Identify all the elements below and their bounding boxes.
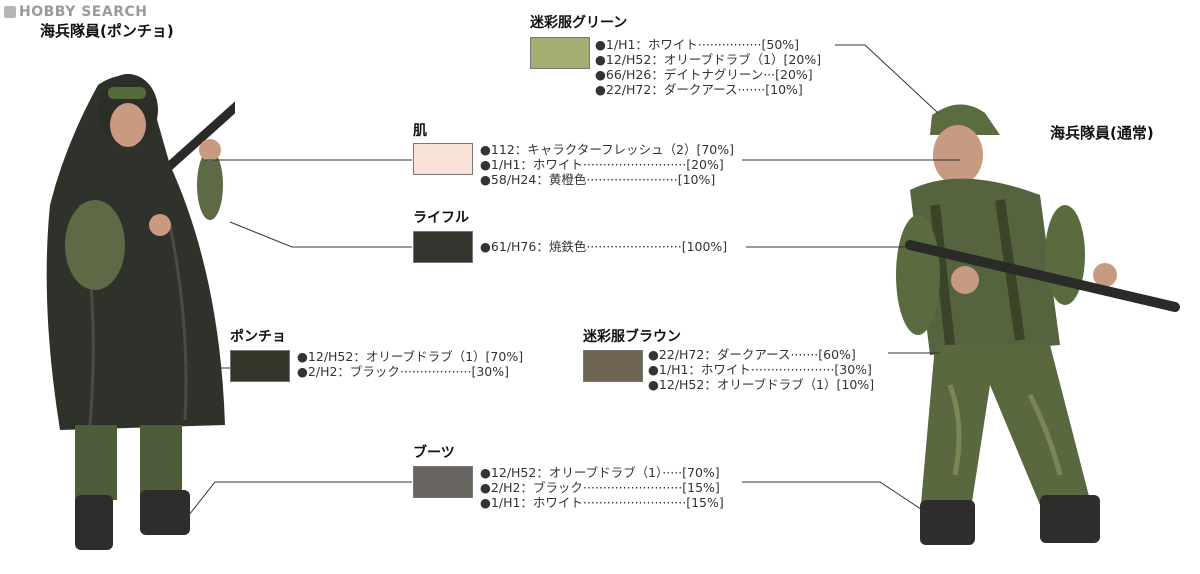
recipe-poncho: ●12/H52：オリーブドラブ（1）[70%] ●2/H2：ブラック······…: [297, 349, 523, 379]
swatch-rifle: [413, 231, 473, 263]
recipe-line: ●2/H2：ブラック··················[30%]: [297, 364, 509, 379]
figure-title-poncho: 海兵隊員(ポンチョ): [40, 22, 174, 40]
recipe-line: ●1/H1：ホワイト··························[20%…: [480, 157, 724, 172]
recipe-line: ●12/H52：オリーブドラブ（1）[70%]: [297, 349, 524, 364]
figure-normal-image: [896, 104, 1180, 545]
recipe-camo-green: ●1/H1：ホワイト················[50%] ●12/H52：…: [595, 37, 821, 97]
recipe-line: ●66/H26：デイトナグリーン···[20%]: [595, 67, 813, 82]
recipe-line: ●61/H76：焼鉄色························[100%…: [480, 239, 728, 254]
group-title-poncho: ポンチョ: [230, 329, 286, 345]
leader-rifle: [229, 221, 412, 248]
recipe-line: ●1/H1：ホワイト················[50%]: [595, 37, 800, 52]
group-title-skin: 肌: [413, 123, 427, 139]
recipe-line: ●2/H2：ブラック·························[15%]: [480, 480, 720, 495]
watermark-text: HOBBY SEARCH: [19, 4, 148, 20]
figure-title-normal: 海兵隊員(通常): [1050, 124, 1154, 142]
recipe-line: ●22/H72：ダークアース·······[60%]: [648, 347, 856, 362]
group-title-camo-green: 迷彩服グリーン: [530, 15, 628, 31]
group-title-rifle: ライフル: [413, 210, 469, 226]
swatch-skin: [413, 143, 473, 175]
recipe-camo-brown: ●22/H72：ダークアース·······[60%] ●1/H1：ホワイト···…: [648, 347, 874, 392]
logo-icon: [4, 6, 16, 18]
watermark-logo: HOBBY SEARCH: [4, 4, 147, 20]
group-title-boots: ブーツ: [413, 445, 455, 461]
swatch-boots: [413, 466, 473, 498]
recipe-skin: ●112：キャラクターフレッシュ（2）[70%] ●1/H1：ホワイト·····…: [480, 142, 734, 187]
figure-poncho-image: [46, 74, 235, 550]
swatch-camo-green: [530, 37, 590, 69]
recipe-line: ●58/H24：黄橙色·······················[10%]: [480, 172, 716, 187]
recipe-boots: ●12/H52：オリーブドラブ（1）·····[70%] ●2/H2：ブラック·…: [480, 465, 724, 510]
recipe-line: ●1/H1：ホワイト·····················[30%]: [648, 362, 872, 377]
swatch-camo-brown: [583, 350, 643, 382]
recipe-line: ●112：キャラクターフレッシュ（2）[70%]: [480, 142, 735, 157]
swatch-poncho: [230, 350, 290, 382]
recipe-rifle: ●61/H76：焼鉄色························[100%…: [480, 239, 727, 254]
recipe-line: ●12/H52：オリーブドラブ（1）[10%]: [648, 377, 875, 392]
recipe-line: ●22/H72：ダークアース·······[10%]: [595, 82, 803, 97]
recipe-line: ●12/H52：オリーブドラブ（1）·····[70%]: [480, 465, 720, 480]
recipe-line: ●1/H1：ホワイト··························[15%…: [480, 495, 724, 510]
group-title-camo-brown: 迷彩服ブラウン: [583, 329, 681, 345]
recipe-line: ●12/H52：オリーブドラブ（1）[20%]: [595, 52, 822, 67]
